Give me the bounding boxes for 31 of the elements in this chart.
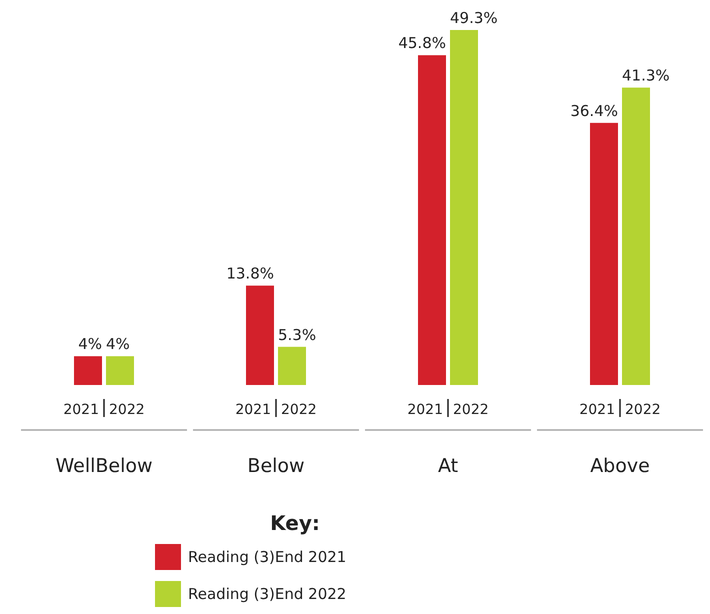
text: 2022 xyxy=(453,402,489,418)
bar xyxy=(106,356,134,385)
text: 2022 xyxy=(281,402,317,418)
x-tick-label: Above xyxy=(590,455,650,477)
data-label: 36.4% xyxy=(570,102,618,120)
bar xyxy=(278,346,306,385)
legend-label: Reading (3)End 2022 xyxy=(188,585,346,603)
bar xyxy=(246,286,274,385)
text: 2021 xyxy=(579,402,615,418)
bar xyxy=(450,30,478,385)
bar xyxy=(418,55,446,385)
text: 2021 xyxy=(407,402,443,418)
text: 2022 xyxy=(625,402,661,418)
data-label: 45.8% xyxy=(398,34,446,52)
data-label: 13.8% xyxy=(226,264,274,283)
bar xyxy=(622,88,650,385)
data-label: 4% xyxy=(106,335,130,354)
data-label: 49.3% xyxy=(450,9,498,27)
x-tick-label: Below xyxy=(247,455,305,477)
legend-title: Key: xyxy=(270,511,320,535)
data-label: 4% xyxy=(78,335,102,354)
data-label: 41.3% xyxy=(622,66,670,85)
text: 2021 xyxy=(63,402,99,418)
data-label: 5.3% xyxy=(278,326,316,344)
text: 2021 xyxy=(235,402,271,418)
bar xyxy=(74,356,102,385)
x-tick-label: At xyxy=(438,455,458,477)
bar xyxy=(590,122,618,385)
legend-label: Reading (3)End 2021 xyxy=(188,548,346,566)
x-tick-label: WellBelow xyxy=(55,455,153,477)
text: 2022 xyxy=(109,402,145,418)
